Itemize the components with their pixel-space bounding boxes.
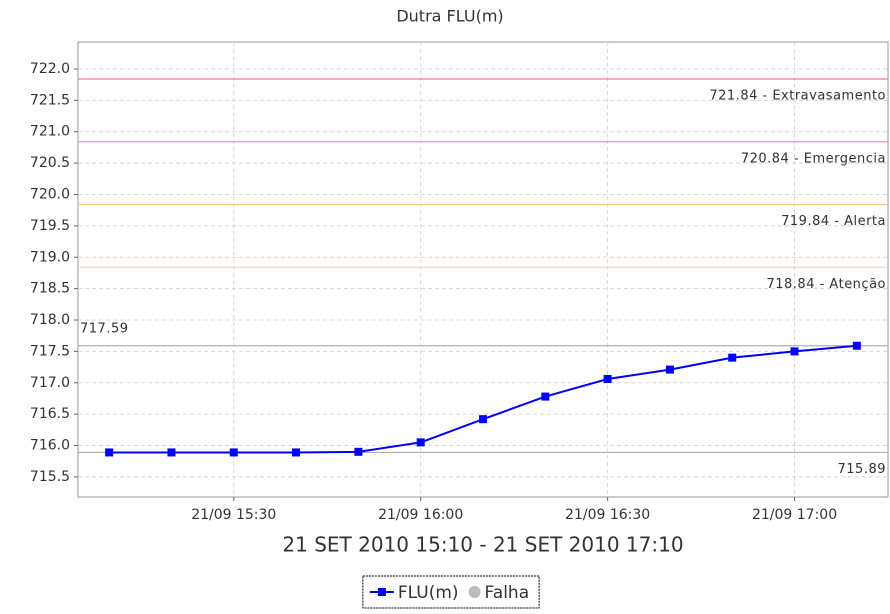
- x-tick-label: 21/09 17:00: [752, 507, 837, 523]
- point: [541, 392, 550, 401]
- y-tick-label: 717.5: [30, 343, 70, 359]
- y-tick-label: 722.0: [30, 61, 70, 77]
- point: [852, 341, 861, 350]
- y-tick-label: 719.5: [30, 218, 70, 234]
- reference-label: 717.59: [80, 321, 129, 336]
- y-tick-label: 720.0: [30, 187, 70, 203]
- point: [479, 415, 487, 424]
- point: [292, 448, 301, 457]
- y-tick-label: 717.0: [30, 375, 70, 391]
- point: [105, 448, 114, 457]
- point: [665, 365, 674, 374]
- reference-label: 715.89: [838, 462, 887, 477]
- point: [167, 448, 176, 457]
- reference-label: 719.84 - Alerta: [781, 214, 886, 229]
- x-tick-label: 21/09 15:30: [191, 507, 276, 523]
- legend-swatch: [377, 588, 386, 596]
- legend-swatch: [468, 586, 481, 598]
- point: [603, 375, 612, 384]
- reference-label: 718.84 - Atenção: [766, 277, 886, 292]
- x-axis-label: 21 SET 2010 15:10 - 21 SET 2010 17:10: [282, 533, 683, 557]
- reference-label: 721.84 - Extravasamento: [709, 89, 886, 104]
- y-tick-label: 716.0: [30, 438, 70, 454]
- point: [354, 447, 363, 456]
- x-tick-label: 21/09 16:30: [565, 507, 650, 523]
- y-tick-label: 715.5: [30, 469, 70, 485]
- y-tick-label: 719.0: [30, 249, 70, 265]
- point: [229, 448, 238, 457]
- point: [728, 353, 737, 362]
- legend-label: FLU(m): [398, 583, 459, 603]
- x-tick-label: 21/09 16:00: [378, 507, 463, 523]
- chart-title: Dutra FLU(m): [396, 7, 503, 26]
- plot-area: [77, 41, 889, 498]
- point: [790, 347, 799, 356]
- y-tick-label: 718.5: [30, 281, 70, 297]
- y-tick-label: 718.0: [30, 312, 70, 328]
- reference-label: 720.84 - Emergencia: [741, 151, 886, 166]
- legend: FLU(m) Falha: [362, 575, 540, 609]
- y-tick-label: 720.5: [30, 155, 70, 171]
- legend-label: Falha: [485, 583, 530, 603]
- y-tick-label: 721.5: [30, 92, 70, 108]
- y-tick-label: 721.0: [30, 124, 70, 140]
- y-tick-label: 716.5: [30, 406, 70, 422]
- point: [416, 438, 425, 447]
